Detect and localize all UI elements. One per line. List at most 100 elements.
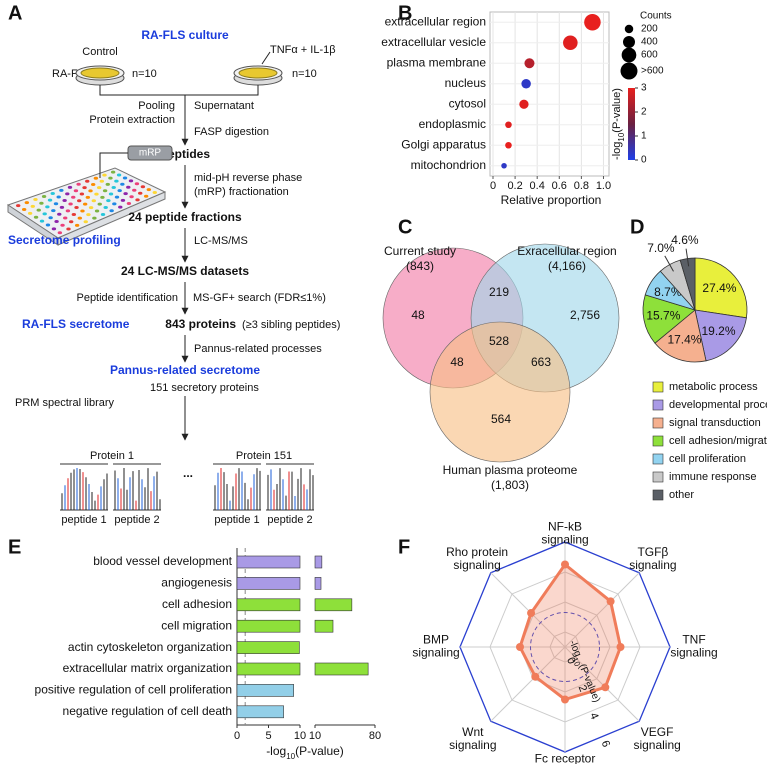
legend-dot [621,47,637,63]
leader-line [685,248,690,267]
panel-label: F [398,536,410,558]
flow-step: 24 LC-MS/MS datasets [121,264,249,278]
well [54,219,59,223]
well [88,189,93,193]
well [66,227,71,231]
well [73,189,79,193]
panel-label: C [398,216,412,238]
well [80,209,85,213]
well [102,189,108,193]
category-label: TGFβ [637,545,668,559]
legend-label: 400 [641,37,658,48]
pie-slice [694,257,748,319]
x-tick-label: 10 [294,730,306,742]
well [82,202,88,206]
panel-label: E [8,536,21,558]
venn-set-name: Current study [384,244,456,258]
legend-swatch [652,435,664,447]
peptide-label: peptide 2 [114,514,159,526]
pie-slice [654,309,707,363]
well [122,176,128,180]
category-label: VEGF [641,725,674,739]
peptide-label: peptide 1 [214,514,259,526]
x-tick-label: 0 [490,180,496,192]
well [45,205,50,209]
legend-label: metabolic process [669,381,758,393]
colorbar-title-part: (P-value) [611,88,623,133]
well [90,182,96,186]
bar [314,577,322,590]
panel-label: B [398,2,412,24]
well [135,198,140,202]
colorbar [628,88,635,160]
well [128,179,134,183]
colorbar-title: -log10(P-value) [611,88,626,160]
well [47,198,53,202]
flow-text: LC-MS/MS [194,235,248,247]
well [77,199,82,203]
well [126,185,131,189]
y-tick-label: actin cytoskeleton organization [68,640,232,654]
well [116,173,122,177]
well [71,213,77,217]
well [68,202,73,206]
flowchart: RA-FLS culture Control TNFα + IL-1β RA-F… [6,28,340,526]
radar-point [531,672,540,681]
bar [236,641,300,654]
slice-label: 15.7% [646,309,680,323]
legend-swatch [652,417,664,429]
pie-slice [642,294,696,344]
bar [314,619,334,633]
well [51,227,57,231]
well [108,176,113,180]
x-axis-title-part: (P-value) [295,744,344,758]
legend-title: Counts [640,11,672,22]
well [106,199,111,203]
well [68,220,74,224]
y-tick-label: endoplasmic [419,117,486,131]
bar [236,684,295,697]
well [76,182,81,186]
colorbar-tick-label: 2 [641,107,647,118]
y-tick-label: positive regulation of cell proliferatio… [35,683,232,697]
dish [75,65,283,86]
well [74,206,79,210]
colorbar-tick-label: 0 [641,155,647,166]
flow-step: 843 proteins [165,317,236,331]
legend-dot [623,36,635,48]
y-tick-label: extracellular vesicle [381,35,486,49]
well [96,186,102,190]
category-label: Fc receptor [535,752,596,764]
legend-label: developmental process [669,399,767,411]
venn-region-count: 663 [531,355,551,369]
well [62,198,67,202]
r-tick-label: 4 [587,711,600,721]
venn-set-size: (4,166) [548,259,586,273]
dot [563,35,578,51]
well [88,206,94,210]
r-tick-label: 0 [564,656,577,666]
legend-dot [620,62,638,80]
category-label: BMP [423,633,449,647]
flow-text: mid-pH reverse phase [194,172,302,184]
plot-frame [489,11,610,177]
plate-illustration: mRP [6,145,173,246]
legend-label: 600 [641,50,658,61]
category-label: TNF [682,633,705,647]
venn-region-count: 564 [491,412,511,426]
y-tick-label: cell migration [161,618,232,632]
x-axis-title-part: 10 [286,752,295,761]
well [99,179,105,183]
dot [505,121,512,129]
well [74,223,80,227]
radar-spoke [490,572,566,648]
well [77,216,83,220]
slice-label: 8.7% [654,285,682,299]
dot [524,58,535,69]
flow-title: RA-FLS culture [141,28,229,42]
venn-set-size: (843) [406,259,434,273]
bar [236,619,301,633]
well [100,195,105,199]
x-tick-label: 0.2 [507,180,522,192]
well [97,202,102,206]
